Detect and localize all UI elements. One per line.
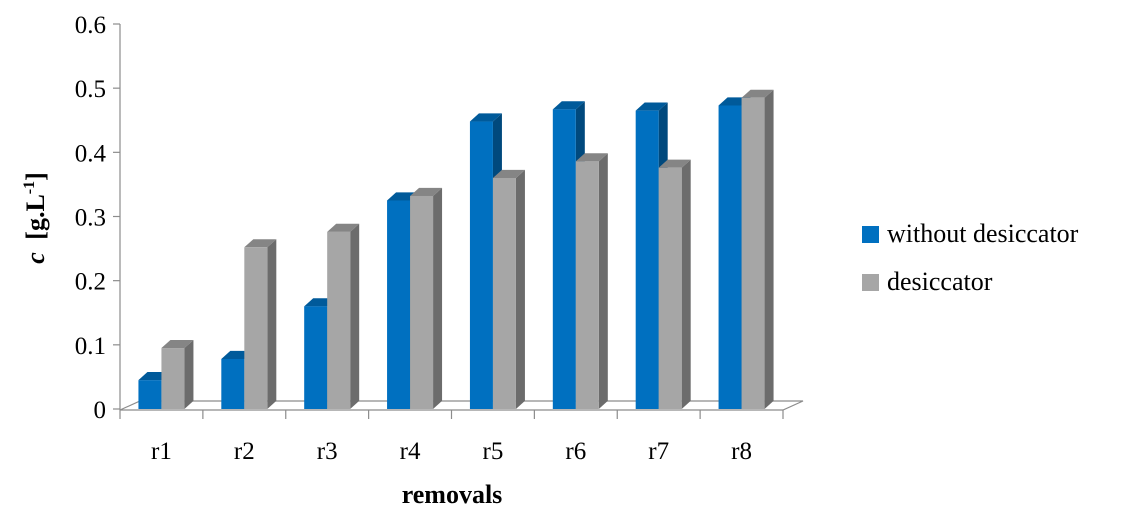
bar-front <box>138 380 162 409</box>
bar-side <box>184 339 194 409</box>
x-tick-label: r1 <box>151 438 172 465</box>
x-tick-label: r2 <box>234 438 255 465</box>
bar <box>575 153 608 409</box>
y-axis-title-unit: [g.L <box>21 194 50 240</box>
y-axis-title-exponent: -1 <box>21 181 38 194</box>
bar-top <box>327 223 360 232</box>
x-tick-label: r6 <box>565 438 586 465</box>
bar-front <box>552 109 576 409</box>
y-tick-label: 0.5 <box>75 76 106 103</box>
legend: without desiccator desiccator <box>862 219 1079 296</box>
bar <box>327 223 360 409</box>
chart-floor-plane <box>119 400 804 411</box>
y-tick-label: 0.1 <box>75 333 106 360</box>
bar <box>410 187 443 409</box>
x-tick-label: r7 <box>648 438 669 465</box>
bar-front <box>244 247 268 409</box>
y-axis-title-symbol: c <box>21 252 50 264</box>
x-axis-title: removals <box>402 480 503 508</box>
bar-front <box>221 358 245 409</box>
bar <box>244 239 277 409</box>
legend-swatch <box>862 226 879 243</box>
bar-front <box>469 121 493 410</box>
bar-side <box>350 223 360 409</box>
legend-label: desiccator <box>887 267 993 296</box>
bar-front <box>718 105 742 409</box>
bar <box>161 339 194 409</box>
legend-swatch <box>862 274 879 291</box>
y-tick-label: 0.4 <box>75 140 107 167</box>
bar-front <box>575 161 599 409</box>
y-tick-label: 0.3 <box>75 205 106 232</box>
y-tick-label: 0.6 <box>75 12 106 39</box>
x-tick-label: r4 <box>400 438 421 465</box>
bar-side <box>433 187 443 409</box>
bar-top <box>492 169 525 178</box>
y-tick-label: 0 <box>94 397 107 424</box>
bar-top <box>635 102 668 111</box>
bar-front <box>635 110 659 409</box>
bar-top <box>410 187 443 196</box>
chart-bars <box>138 89 774 410</box>
bar-front <box>387 200 411 409</box>
bar-front <box>492 178 516 409</box>
bar-front <box>410 195 434 409</box>
bar-top <box>741 89 774 98</box>
bar-top <box>469 113 502 122</box>
bar-top <box>658 159 691 168</box>
chart-floor <box>119 400 804 411</box>
bar-front <box>741 97 765 410</box>
bar-side <box>267 239 277 409</box>
chart-axes <box>113 23 784 419</box>
legend-label: without desiccator <box>887 219 1079 248</box>
bar <box>741 89 774 410</box>
bar-side <box>764 89 774 410</box>
x-tick-label: r5 <box>483 438 504 465</box>
bar <box>658 159 691 409</box>
bar-side <box>598 153 608 409</box>
bar-front <box>304 306 328 409</box>
bar-side <box>681 159 691 409</box>
bar-top <box>575 153 608 162</box>
y-axis-title: c [g.L-1] <box>21 172 50 264</box>
x-tick-label: r8 <box>731 438 752 465</box>
bar-front <box>327 231 351 409</box>
y-axis-title-close: ] <box>21 172 50 181</box>
bar <box>492 169 525 409</box>
chart-labels: 0 0.1 0.2 0.3 0.4 0.5 0.6 r1 r2 r3 r4 r5 r6 r7 r8 <box>75 12 752 465</box>
bar-top <box>244 239 277 248</box>
x-tick-label: r3 <box>317 438 338 465</box>
y-tick-label: 0.2 <box>75 269 106 296</box>
bar-top <box>552 101 585 110</box>
bar-top <box>161 339 194 349</box>
bar-front <box>658 167 682 409</box>
bar-side <box>515 169 525 409</box>
bar-front <box>161 348 185 409</box>
